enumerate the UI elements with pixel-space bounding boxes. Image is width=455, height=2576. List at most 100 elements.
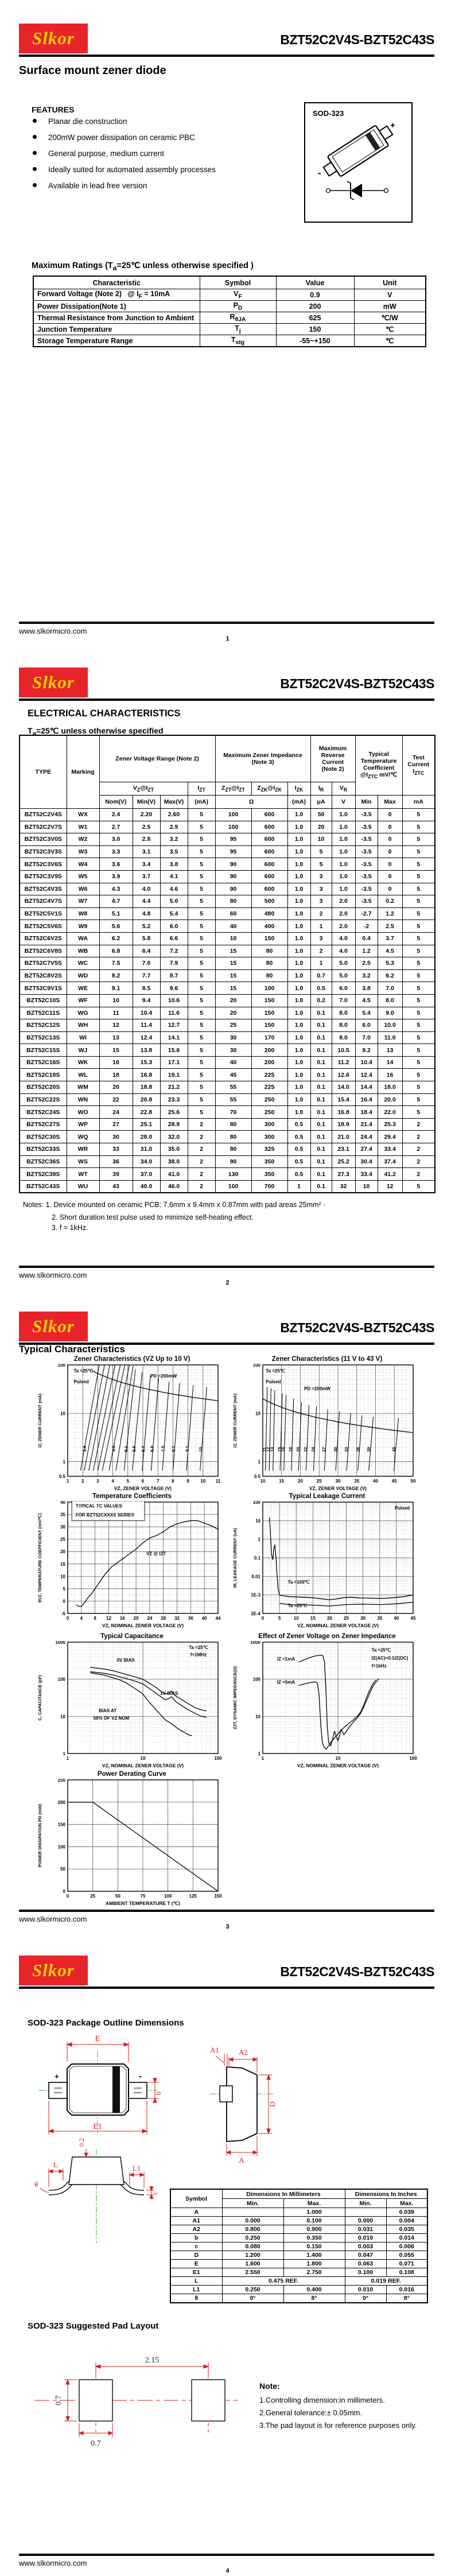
table-cell: 6.0 bbox=[160, 920, 188, 933]
svg-text:4: 4 bbox=[80, 1616, 83, 1621]
table-cell: -3.5 bbox=[355, 870, 378, 883]
table-cell: 30 bbox=[215, 1043, 252, 1057]
table-cell: 18.0 bbox=[377, 1081, 403, 1094]
column-group-header: Zener Voltage Range (Note 2) bbox=[99, 735, 216, 782]
svg-text:13: 13 bbox=[270, 1447, 275, 1452]
table-row: BZT52C3V0S W2 3.0 2.8 3.2 5 95 600 1.0 10 1.0 -3.5 0… bbox=[19, 833, 435, 846]
table-cell: 1.0 bbox=[287, 920, 311, 933]
svg-text:10: 10 bbox=[255, 1411, 260, 1416]
table-cell: 5 bbox=[187, 969, 216, 983]
table-cell: 1.0 bbox=[331, 870, 356, 883]
table-cell: Thermal Resistance from Junction to Ambi… bbox=[33, 312, 200, 324]
column-header: VZ@IZT bbox=[99, 782, 188, 796]
table-cell: BZT52C11S bbox=[19, 1006, 67, 1020]
table-cell: 20 bbox=[215, 994, 252, 1007]
package-3d-drawing-icon bbox=[322, 125, 394, 177]
chart-typical-leakage-current: Typical Leakage Current 0 5 10 15 20 25 30 35 40 4… bbox=[230, 1493, 425, 1634]
svg-text:6.8: 6.8 bbox=[149, 1446, 154, 1452]
table-cell: BZT52C3V0S bbox=[19, 833, 67, 846]
table-cell: BZT52C6V8S bbox=[19, 944, 67, 958]
dim-L1-label: L1 bbox=[133, 2164, 141, 2172]
table-cell: 9.0 bbox=[377, 1006, 403, 1020]
table-cell: 22.8 bbox=[132, 1105, 161, 1119]
table-cell: 30 bbox=[215, 1031, 252, 1045]
bullet-icon bbox=[33, 135, 37, 139]
package-outline-heading: SOD-323 Package Outline Dimensions bbox=[28, 2018, 184, 2028]
dim-A-label: A bbox=[239, 2156, 244, 2164]
table-cell: 0.5 bbox=[287, 1118, 311, 1131]
table-cell: 600 bbox=[251, 870, 288, 883]
chart-title: Power Derating Curve bbox=[97, 1771, 167, 1778]
part-number-title: BZT52C2V4S-BZT52C43S bbox=[280, 676, 434, 691]
svg-text:18: 18 bbox=[288, 1447, 293, 1452]
table-cell: 19.1 bbox=[160, 1068, 188, 1082]
table-cell: 25.3 bbox=[377, 1118, 403, 1131]
table-cell: 27 bbox=[99, 1118, 133, 1131]
table-row: b 0.250 0.350 0.010 0.014 bbox=[170, 2233, 428, 2243]
typical-characteristics-heading: Typical Characteristics bbox=[19, 1344, 125, 1355]
table-cell: 600 bbox=[251, 808, 288, 821]
table-row: Forward Voltage (Note 2) @ IF = 10mA VF 0.… bbox=[33, 289, 426, 301]
part-number-title: BZT52C2V4S-BZT52C43S bbox=[280, 32, 434, 47]
package-outline-box: SOD-323 + - bbox=[304, 102, 413, 223]
table-cell: 5 bbox=[402, 845, 435, 859]
table-note: Notes: 1. Device mounted on ceramic PCB:… bbox=[23, 1201, 326, 1209]
table-cell: BZT52C6V2S bbox=[19, 932, 67, 945]
table-cell: 5 bbox=[402, 858, 435, 871]
svg-text:30: 30 bbox=[333, 1447, 338, 1452]
svg-text:32: 32 bbox=[174, 1616, 180, 1621]
svg-text:IZ, ZENER CURRENT (mA): IZ, ZENER CURRENT (mA) bbox=[232, 1393, 238, 1448]
table-cell: 0 bbox=[377, 845, 403, 859]
unit-header: Max bbox=[377, 795, 403, 809]
table-cell: 5.6 bbox=[99, 920, 133, 933]
table-cell: 1.0 bbox=[287, 907, 311, 921]
table-row: BZT52C22S WN 22 20.8 23.3 5 55 250 1.0 0.1 15.4 16.… bbox=[19, 1093, 435, 1107]
svg-text:22: 22 bbox=[303, 1447, 308, 1452]
svg-text:0: 0 bbox=[67, 1616, 69, 1621]
page-number: 4 bbox=[225, 2567, 230, 2574]
svg-text:100: 100 bbox=[58, 1677, 66, 1682]
chart-zener-characteristics-high-voltage: Zener Characteristics (11 V to 43 V) 10 15… bbox=[230, 1356, 425, 1496]
table-cell: 9.1 bbox=[99, 981, 133, 995]
table-cell: 1.400 bbox=[283, 2251, 345, 2260]
table-cell bbox=[221, 2208, 284, 2217]
svg-text:5: 5 bbox=[127, 1479, 130, 1484]
table-cell: 1.0 bbox=[287, 957, 311, 970]
table-cell: 8.0 bbox=[331, 1006, 356, 1020]
svg-text:24: 24 bbox=[310, 1446, 316, 1452]
table-cell: 12 bbox=[377, 1180, 403, 1193]
table-cell: 100 bbox=[251, 981, 288, 995]
table-cell: 37.4 bbox=[377, 1155, 403, 1169]
table-cell: 5 bbox=[187, 808, 216, 821]
table-cell: 0.1 bbox=[310, 1068, 332, 1082]
table-cell: 5 bbox=[187, 932, 216, 945]
footer-website: www.slkormicro.com bbox=[19, 1915, 87, 1923]
table-cell: 3.5 bbox=[160, 845, 188, 859]
table-cell: 7.5 bbox=[99, 957, 133, 970]
table-cell: 25.1 bbox=[132, 1118, 161, 1131]
table-cell: WS bbox=[66, 1155, 100, 1169]
table-cell: Tstg bbox=[199, 335, 277, 347]
svg-text:Ta =25℃: Ta =25℃ bbox=[372, 1647, 391, 1652]
package-dimensions-table: Symbol Dimensions In Millimeters Dimensi… bbox=[170, 2189, 429, 2303]
table-cell: W3 bbox=[66, 845, 100, 859]
svg-text:1E-3: 1E-3 bbox=[251, 1593, 260, 1598]
table-cell: 22.0 bbox=[377, 1105, 403, 1119]
table-cell: E1 bbox=[170, 2268, 223, 2277]
table-cell: 43 bbox=[99, 1180, 133, 1193]
svg-text:-5: -5 bbox=[61, 1611, 66, 1616]
table-cell: 55 bbox=[215, 1093, 252, 1107]
svg-text:5: 5 bbox=[278, 1616, 281, 1621]
header-rule bbox=[19, 699, 434, 701]
table-cell: A bbox=[170, 2208, 223, 2217]
chart-zener-impedance: Effect of Zener Voltage on Zener Impedan… bbox=[230, 1633, 425, 1774]
plus-mark: + bbox=[55, 2072, 59, 2081]
svg-text:12: 12 bbox=[266, 1447, 271, 1452]
table-cell: 5 bbox=[402, 1093, 435, 1107]
table-cell: 37.0 bbox=[132, 1167, 161, 1181]
table-cell: 24.4 bbox=[355, 1130, 378, 1144]
table-cell: 20.8 bbox=[132, 1093, 161, 1107]
table-cell: BZT52C43S bbox=[19, 1180, 67, 1193]
chart-canvas: 1 10 100 1 10 100 1000 VZ, NOMINAL ZENER VOLTAG… bbox=[232, 1640, 417, 1768]
table-cell: BZT52C5V6S bbox=[19, 920, 67, 933]
